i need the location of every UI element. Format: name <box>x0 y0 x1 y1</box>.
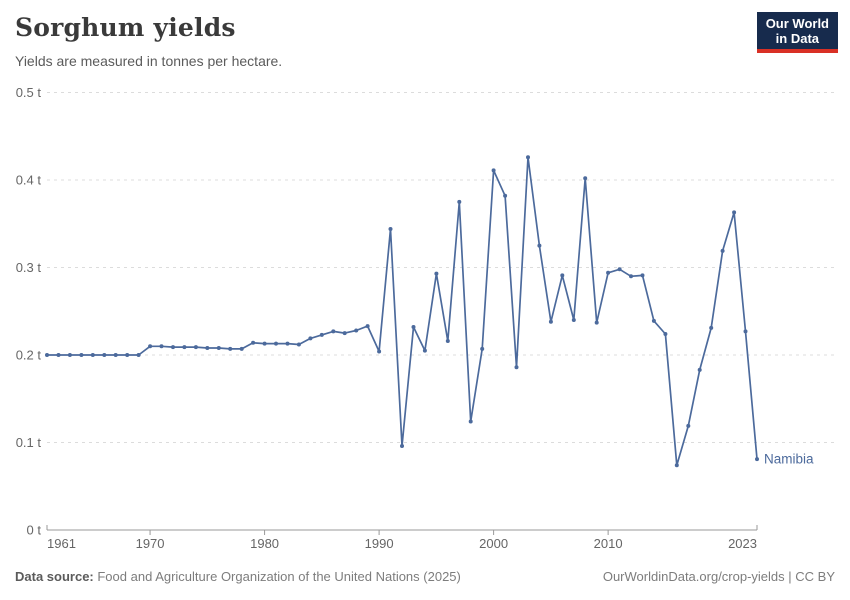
data-point[interactable] <box>537 243 542 248</box>
data-point[interactable] <box>651 318 656 323</box>
data-point[interactable] <box>720 248 725 253</box>
chart-footer: Data source: Food and Agriculture Organi… <box>15 569 835 584</box>
x-axis-label: 2023 <box>728 536 757 551</box>
data-point[interactable] <box>102 353 107 357</box>
data-point[interactable] <box>697 367 702 372</box>
data-point[interactable] <box>709 325 714 330</box>
data-point[interactable] <box>365 324 370 329</box>
data-point[interactable] <box>342 331 347 336</box>
data-point[interactable] <box>319 332 324 337</box>
data-point[interactable] <box>159 344 164 349</box>
data-point[interactable] <box>251 340 256 345</box>
data-point[interactable] <box>732 210 737 215</box>
data-point[interactable] <box>228 346 233 351</box>
data-point[interactable] <box>56 353 61 357</box>
y-axis-label: 0.2 t <box>16 348 42 363</box>
data-point[interactable] <box>480 346 485 351</box>
data-point[interactable] <box>79 353 84 357</box>
logo-line2: in Data <box>775 31 820 46</box>
data-point[interactable] <box>663 332 668 336</box>
data-point[interactable] <box>514 365 519 370</box>
y-axis-label: 0 t <box>27 523 42 538</box>
data-point[interactable] <box>640 273 645 278</box>
data-point[interactable] <box>113 353 118 357</box>
data-point[interactable] <box>743 329 748 334</box>
y-axis-label: 0.5 t <box>16 85 42 100</box>
data-point[interactable] <box>308 336 313 341</box>
data-point[interactable] <box>274 341 278 346</box>
data-point[interactable] <box>548 319 553 324</box>
y-axis-label: 0.4 t <box>16 173 42 188</box>
data-point[interactable] <box>262 341 267 346</box>
data-point[interactable] <box>388 227 393 231</box>
data-point[interactable] <box>216 346 221 350</box>
data-point[interactable] <box>594 320 599 325</box>
data-point[interactable] <box>526 155 530 160</box>
data-point[interactable] <box>148 344 153 349</box>
data-point[interactable] <box>354 328 359 333</box>
data-point[interactable] <box>445 339 450 343</box>
data-point[interactable] <box>571 318 576 322</box>
entity-label-namibia[interactable]: Namibia <box>764 452 814 467</box>
data-source-text: Food and Agriculture Organization of the… <box>93 569 461 584</box>
data-point[interactable] <box>422 348 427 353</box>
data-point[interactable] <box>136 353 141 357</box>
data-point[interactable] <box>400 444 404 448</box>
data-point[interactable] <box>171 345 175 350</box>
data-point[interactable] <box>491 168 496 173</box>
series-line-namibia[interactable] <box>47 156 758 467</box>
data-point[interactable] <box>560 273 565 278</box>
data-point[interactable] <box>125 353 130 357</box>
x-axis-label: 2010 <box>594 536 623 551</box>
data-point[interactable] <box>674 463 679 468</box>
x-axis-label: 2000 <box>479 536 508 551</box>
data-point[interactable] <box>205 346 210 350</box>
chart-title: Sorghum yields <box>15 13 236 42</box>
data-point[interactable] <box>285 341 290 346</box>
chart-subtitle: Yields are measured in tonnes per hectar… <box>15 53 283 69</box>
data-point[interactable] <box>296 342 301 347</box>
data-point[interactable] <box>468 419 473 424</box>
x-axis-label: 1990 <box>365 536 394 551</box>
data-point[interactable] <box>629 274 633 279</box>
logo-line1: Our World <box>765 16 829 31</box>
data-point[interactable] <box>239 346 244 351</box>
owid-link[interactable]: OurWorldinData.org/crop-yields | CC BY <box>602 569 835 584</box>
y-axis-label: 0.1 t <box>16 435 42 450</box>
data-point[interactable] <box>457 199 462 204</box>
data-point[interactable] <box>90 353 95 357</box>
data-point[interactable] <box>193 345 198 350</box>
owid-logo[interactable]: Our World in Data <box>756 12 838 53</box>
data-point[interactable] <box>434 271 439 276</box>
x-axis-label: 1980 <box>250 536 279 551</box>
y-axis-label: 0.3 t <box>16 260 42 275</box>
data-point[interactable] <box>503 193 508 198</box>
data-point[interactable] <box>755 457 759 462</box>
data-source: Data source: Food and Agriculture Organi… <box>15 569 461 584</box>
data-point[interactable] <box>182 345 187 350</box>
data-point[interactable] <box>67 353 72 357</box>
data-point[interactable] <box>411 325 416 329</box>
data-point[interactable] <box>617 267 622 272</box>
data-point[interactable] <box>583 176 588 181</box>
data-point[interactable] <box>686 423 691 428</box>
data-point[interactable] <box>606 270 611 275</box>
data-point[interactable] <box>331 329 336 334</box>
data-point[interactable] <box>45 353 49 357</box>
data-point[interactable] <box>377 349 382 354</box>
data-source-label: Data source: <box>15 569 94 584</box>
x-axis-label: 1961 <box>47 536 76 551</box>
x-axis-label: 1970 <box>136 536 165 551</box>
